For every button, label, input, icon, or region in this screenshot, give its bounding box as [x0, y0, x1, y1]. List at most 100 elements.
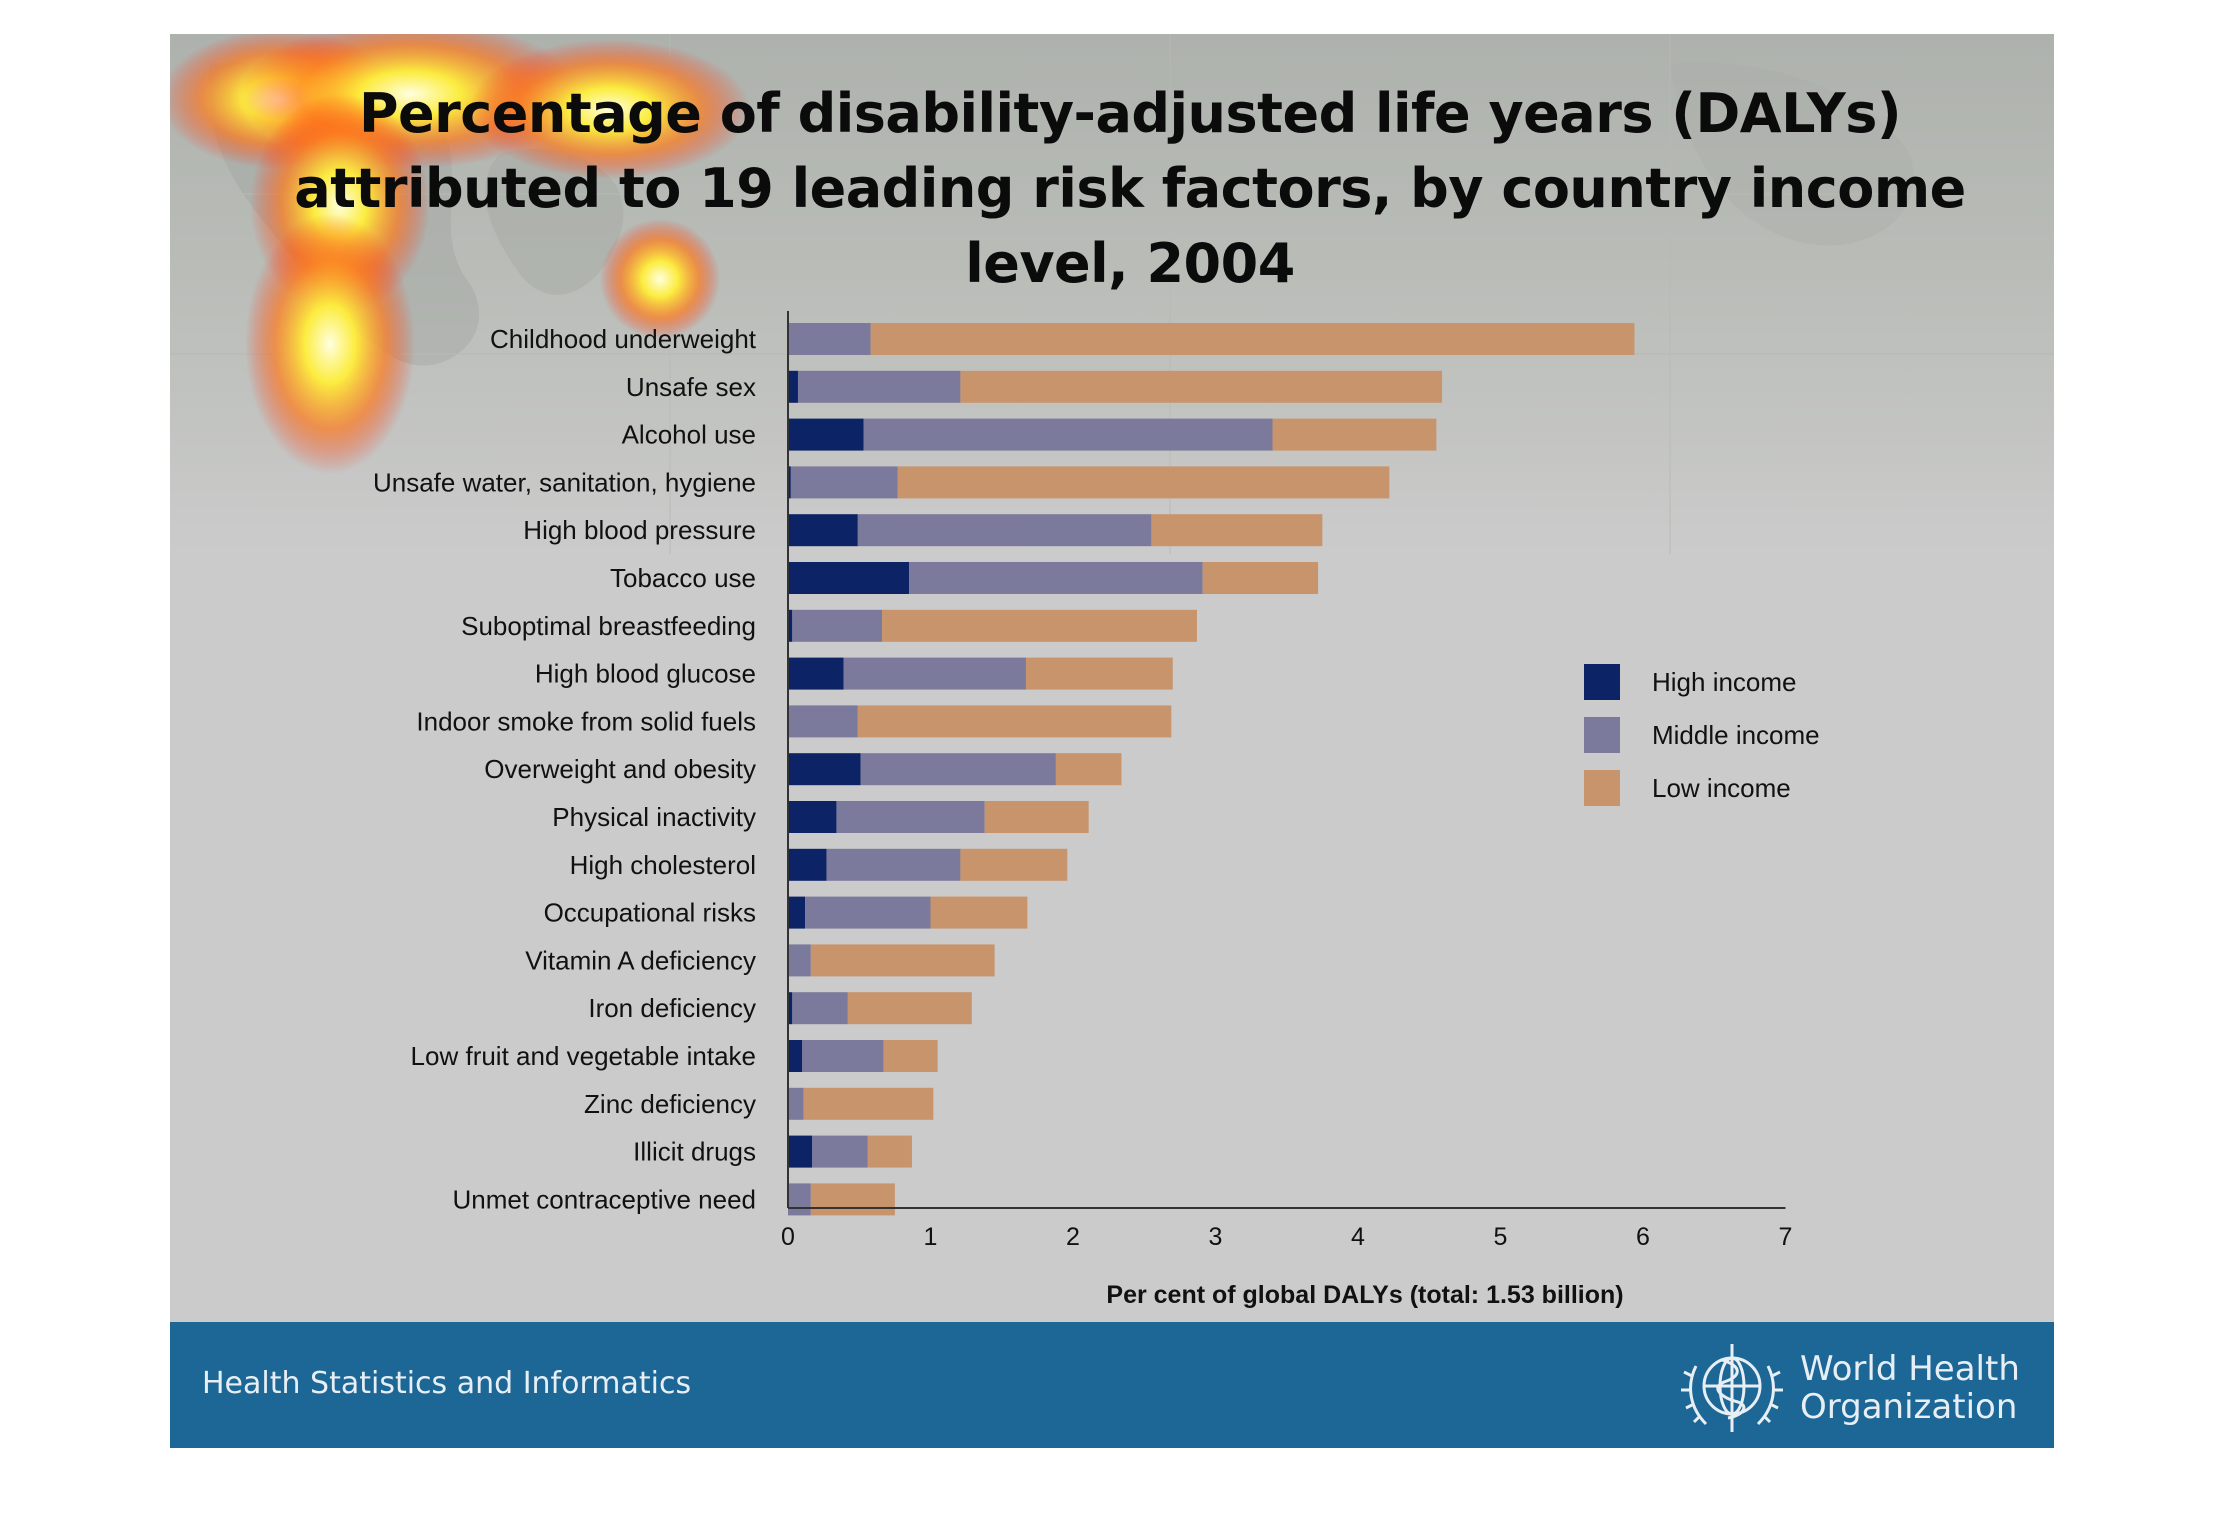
who-name: World Health Organization [1800, 1350, 2020, 1426]
bar-segment [788, 514, 858, 547]
bar-segment [897, 466, 1390, 499]
category-label: Low fruit and vegetable intake [411, 1041, 756, 1071]
footer-department-text: Health Statistics and Informatics [202, 1366, 692, 1401]
category-label: High cholesterol [570, 850, 756, 880]
bar-segment [857, 705, 1172, 738]
legend-label: Low income [1652, 773, 1791, 803]
bars-group [788, 323, 1635, 1216]
bar-segment [788, 1135, 813, 1168]
bar-segment [788, 562, 910, 594]
category-label: Illicit drugs [633, 1137, 756, 1167]
x-axis-label: Per cent of global DALYs (total: 1.53 bi… [1106, 1281, 1623, 1309]
bar-segment [812, 1135, 868, 1168]
x-tick-label: 0 [781, 1223, 795, 1251]
x-tick-label: 4 [1351, 1223, 1365, 1251]
legend-label: Middle income [1652, 720, 1820, 750]
bar-segment [788, 657, 844, 690]
bar-segment [883, 1040, 938, 1072]
who-name-line2: Organization [1800, 1387, 2018, 1427]
category-label: Alcohol use [622, 420, 756, 450]
x-tick-label: 3 [1209, 1223, 1223, 1251]
bar-segment [788, 1183, 811, 1216]
bar-segment [882, 609, 1197, 642]
category-label: Zinc deficiency [584, 1089, 756, 1119]
bar-segment [788, 801, 837, 833]
bar-segment [930, 896, 1028, 929]
legend-swatch [1584, 770, 1620, 806]
stacked-bar-chart: Childhood underweight Unsafe sex Alcohol u… [373, 311, 1820, 1309]
bar-segment [857, 514, 1152, 547]
category-label: Indoor smoke from solid fuels [416, 706, 756, 736]
x-tick-label: 2 [1066, 1223, 1080, 1251]
bar-segment [867, 1135, 912, 1168]
bar-segment [792, 609, 883, 642]
bar-segment [909, 562, 1203, 594]
category-labels: Childhood underweight Unsafe sex Alcohol u… [373, 324, 757, 1214]
category-label: Iron deficiency [588, 993, 756, 1023]
x-tick-label: 6 [1636, 1223, 1650, 1251]
bar-segment [790, 466, 898, 499]
x-tick-label: 7 [1779, 1223, 1793, 1251]
bar-segment [1272, 418, 1437, 451]
legend-label: High income [1652, 667, 1797, 697]
footer-bar: Health Statistics and Informatics World … [170, 1322, 2054, 1448]
legend: High income Middle income Low income [1584, 664, 1820, 806]
bar-segment [788, 370, 798, 403]
who-name-line1: World Health [1800, 1349, 2020, 1389]
bar-segment [797, 370, 961, 403]
bar-segment [788, 705, 858, 738]
category-label: Childhood underweight [490, 324, 757, 354]
bar-segment [788, 418, 864, 451]
bar-segment [870, 323, 1635, 355]
bar-segment [1202, 562, 1319, 594]
bar-segment [788, 609, 793, 642]
bar-segment [810, 944, 995, 977]
bar-segment [1055, 753, 1122, 786]
category-label: Occupational risks [544, 898, 756, 928]
legend-swatch [1584, 717, 1620, 753]
bar-segment [788, 992, 793, 1025]
category-label: High blood glucose [535, 659, 756, 689]
bar-segment [803, 1087, 934, 1120]
legend-swatch [1584, 664, 1620, 700]
category-label: Overweight and obesity [484, 754, 756, 784]
bar-segment [802, 1040, 884, 1072]
bar-segment [810, 1183, 895, 1216]
bar-segment [863, 418, 1273, 451]
bar-segment [1025, 657, 1173, 690]
bar-segment [792, 992, 848, 1025]
bar-segment [847, 992, 972, 1025]
bar-segment [788, 896, 806, 929]
axes [787, 311, 1786, 1209]
category-label: High blood pressure [523, 515, 756, 545]
category-label: Physical inactivity [552, 802, 756, 832]
slide: Percentage of disability-adjusted life y… [170, 34, 2054, 1448]
bar-segment [788, 323, 871, 355]
bar-segment [1151, 514, 1323, 547]
bar-segment [788, 1040, 803, 1072]
category-label: Vitamin A deficiency [525, 945, 756, 975]
bar-segment [788, 848, 827, 881]
bar-segment [836, 801, 985, 833]
category-label: Unsafe sex [626, 372, 756, 402]
category-label: Unsafe water, sanitation, hygiene [373, 467, 756, 497]
category-label: Tobacco use [610, 563, 756, 593]
bar-segment [843, 657, 1026, 690]
category-label: Unmet contraceptive need [452, 1184, 756, 1214]
x-tick-labels: 0 1 2 3 4 5 6 7 [781, 1223, 1792, 1251]
bar-segment [826, 848, 961, 881]
bar-segment [960, 370, 1443, 403]
bar-segment [860, 753, 1056, 786]
x-tick-label: 5 [1494, 1223, 1508, 1251]
bar-segment [805, 896, 931, 929]
bar-segment [788, 753, 861, 786]
bar-segment [960, 848, 1068, 881]
bar-segment [788, 1087, 804, 1120]
category-label: Suboptimal breastfeeding [461, 611, 756, 641]
who-emblem-icon [1681, 1344, 1783, 1432]
bar-segment [788, 466, 791, 499]
bar-segment [788, 944, 811, 977]
slide-title: Percentage of disability-adjusted life y… [294, 82, 1966, 295]
bar-segment [984, 801, 1089, 833]
x-tick-label: 1 [924, 1223, 938, 1251]
